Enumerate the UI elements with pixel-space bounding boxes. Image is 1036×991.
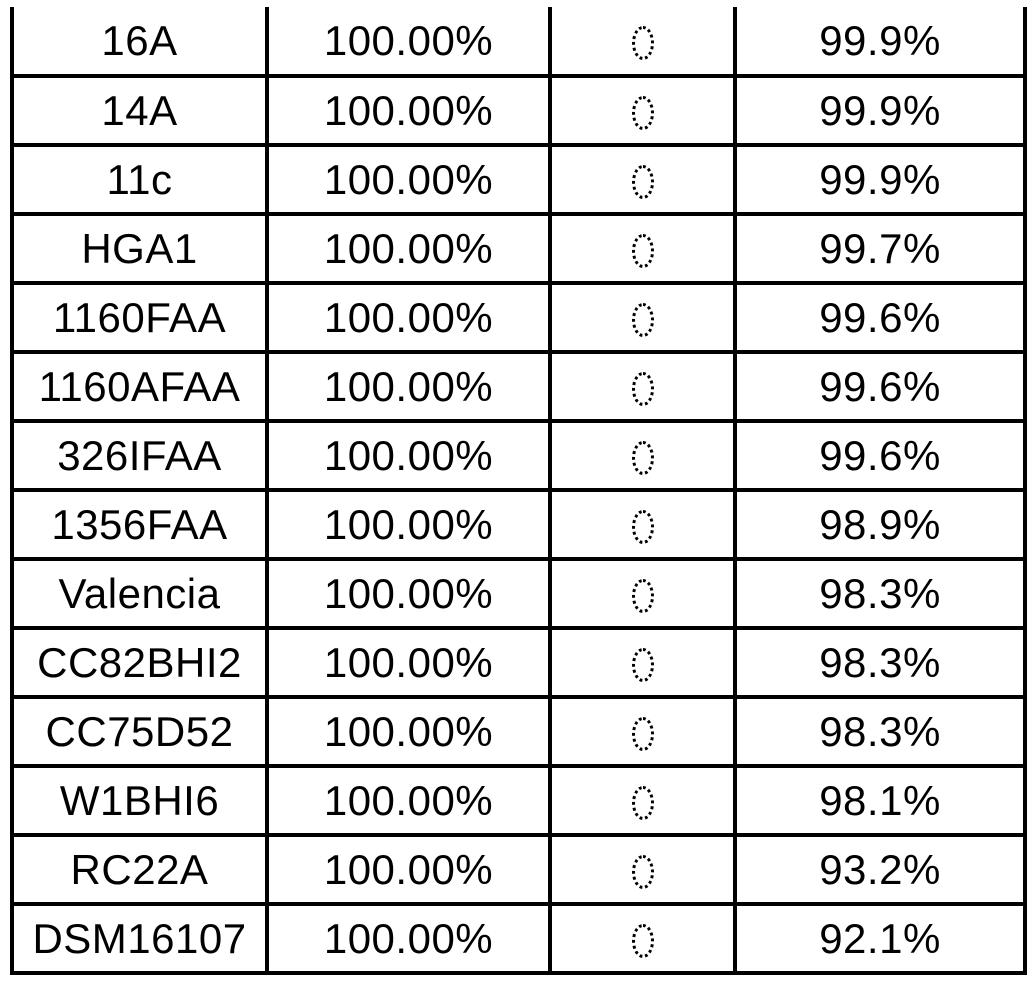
percent-cell: 98.3% [733, 626, 1027, 699]
table-body: 16A 100.00% 0 99.9% 14A 100.00% 0 99.9% … [10, 7, 1027, 975]
table-row: RC22A 100.00% 0 93.2% [10, 833, 1027, 906]
zero-glyph: 0 [631, 234, 654, 269]
count-cell: 0 [548, 488, 737, 561]
table-row: 14A 100.00% 0 99.9% [10, 74, 1027, 147]
sample-id-cell: CC82BHI2 [10, 626, 269, 699]
percent-cell: 99.6% [733, 281, 1027, 354]
percent-cell: 98.9% [733, 488, 1027, 561]
count-cell: 0 [548, 626, 737, 699]
sample-id-cell: DSM16107 [10, 902, 269, 975]
percent-cell: 100.00% [265, 902, 552, 975]
sample-id-cell: W1BHI6 [10, 764, 269, 837]
table-row: W1BHI6 100.00% 0 98.1% [10, 764, 1027, 837]
percent-cell: 100.00% [265, 764, 552, 837]
sample-id-cell: RC22A [10, 833, 269, 906]
percent-cell: 100.00% [265, 281, 552, 354]
table-row: 326IFAA 100.00% 0 99.6% [10, 419, 1027, 492]
sample-id-cell: 1160FAA [10, 281, 269, 354]
table-row: 1356FAA 100.00% 0 98.9% [10, 488, 1027, 561]
percent-cell: 100.00% [265, 143, 552, 216]
percent-cell: 99.9% [733, 143, 1027, 216]
percent-cell: 100.00% [265, 350, 552, 423]
percent-cell: 93.2% [733, 833, 1027, 906]
zero-glyph: 0 [631, 96, 654, 131]
percent-cell: 100.00% [265, 626, 552, 699]
count-cell: 0 [548, 695, 737, 768]
percent-cell: 100.00% [265, 833, 552, 906]
zero-glyph: 0 [631, 303, 654, 338]
percent-cell: 99.6% [733, 419, 1027, 492]
count-cell: 0 [548, 764, 737, 837]
table-row: 11c 100.00% 0 99.9% [10, 143, 1027, 216]
percent-cell: 100.00% [265, 419, 552, 492]
count-cell: 0 [548, 281, 737, 354]
percent-cell: 100.00% [265, 557, 552, 630]
table-row: HGA1 100.00% 0 99.7% [10, 212, 1027, 285]
sample-id-cell: CC75D52 [10, 695, 269, 768]
sample-id-cell: 14A [10, 74, 269, 147]
zero-glyph: 0 [631, 510, 654, 545]
count-cell: 0 [548, 419, 737, 492]
zero-glyph: 0 [631, 26, 654, 61]
percent-cell: 98.3% [733, 695, 1027, 768]
zero-glyph: 0 [631, 165, 654, 200]
percent-cell: 99.9% [733, 7, 1027, 78]
percent-cell: 100.00% [265, 488, 552, 561]
count-cell: 0 [548, 557, 737, 630]
zero-glyph: 0 [631, 717, 654, 752]
zero-glyph: 0 [631, 441, 654, 476]
table-row: 16A 100.00% 0 99.9% [10, 7, 1027, 78]
count-cell: 0 [548, 902, 737, 975]
percent-cell: 98.3% [733, 557, 1027, 630]
table-row: CC75D52 100.00% 0 98.3% [10, 695, 1027, 768]
percent-cell: 100.00% [265, 695, 552, 768]
zero-glyph: 0 [631, 924, 654, 959]
sample-id-cell: 11c [10, 143, 269, 216]
table-row: CC82BHI2 100.00% 0 98.3% [10, 626, 1027, 699]
percent-cell: 98.1% [733, 764, 1027, 837]
sample-id-cell: 326IFAA [10, 419, 269, 492]
percent-cell: 99.7% [733, 212, 1027, 285]
sample-id-cell: HGA1 [10, 212, 269, 285]
percent-cell: 100.00% [265, 7, 552, 78]
sample-comparison-table: 16A 100.00% 0 99.9% 14A 100.00% 0 99.9% … [10, 7, 1027, 975]
table-row: 1160FAA 100.00% 0 99.6% [10, 281, 1027, 354]
sample-id-cell: Valencia [10, 557, 269, 630]
percent-cell: 99.9% [733, 74, 1027, 147]
table-row: 1160AFAA 100.00% 0 99.6% [10, 350, 1027, 423]
count-cell: 0 [548, 7, 737, 78]
count-cell: 0 [548, 833, 737, 906]
sample-id-cell: 16A [10, 7, 269, 78]
zero-glyph: 0 [631, 786, 654, 821]
count-cell: 0 [548, 212, 737, 285]
count-cell: 0 [548, 74, 737, 147]
document-table-region: 16A 100.00% 0 99.9% 14A 100.00% 0 99.9% … [10, 7, 1027, 975]
percent-cell: 100.00% [265, 74, 552, 147]
table-row: DSM16107 100.00% 0 92.1% [10, 902, 1027, 975]
count-cell: 0 [548, 350, 737, 423]
count-cell: 0 [548, 143, 737, 216]
percent-cell: 99.6% [733, 350, 1027, 423]
sample-id-cell: 1356FAA [10, 488, 269, 561]
percent-cell: 92.1% [733, 902, 1027, 975]
table-row: Valencia 100.00% 0 98.3% [10, 557, 1027, 630]
zero-glyph: 0 [631, 648, 654, 683]
zero-glyph: 0 [631, 855, 654, 890]
zero-glyph: 0 [631, 579, 654, 614]
sample-id-cell: 1160AFAA [10, 350, 269, 423]
percent-cell: 100.00% [265, 212, 552, 285]
zero-glyph: 0 [631, 372, 654, 407]
